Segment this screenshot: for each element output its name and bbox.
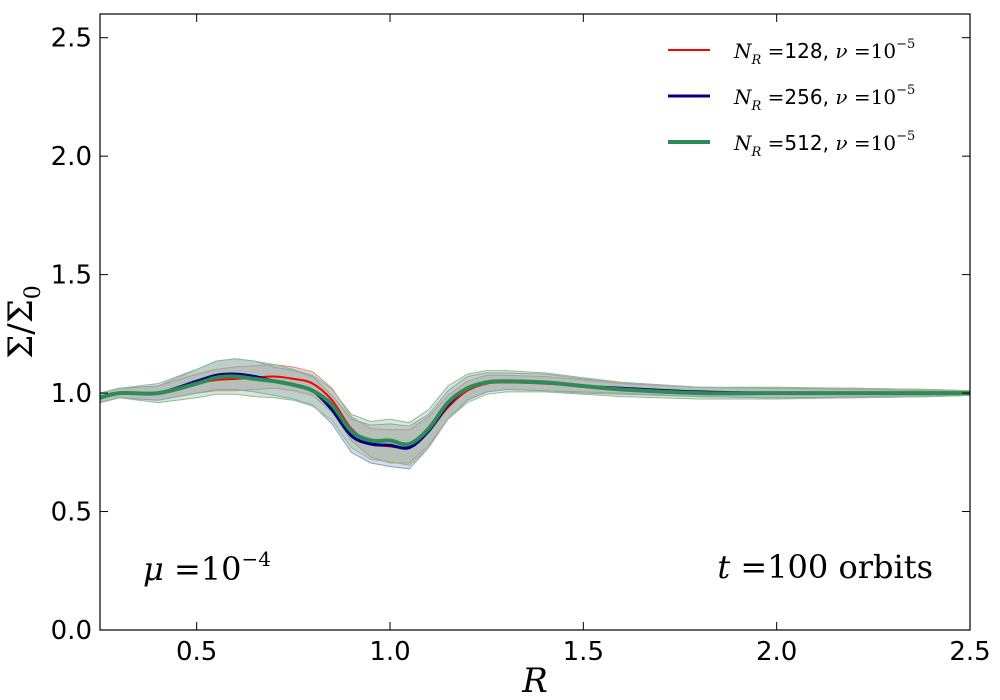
series-line-2 xyxy=(99,374,970,447)
x-tick-label-3: 2.0 xyxy=(756,637,797,667)
x-tick-label-0: 0.5 xyxy=(176,637,217,667)
x-axis-label: R xyxy=(521,661,548,700)
y-tick-label-4: 2.0 xyxy=(51,142,92,172)
series-lines xyxy=(99,372,970,450)
plot-frame xyxy=(99,13,971,631)
x-tick-label-1: 1.0 xyxy=(369,637,410,667)
y-tick-label-5: 2.5 xyxy=(51,24,92,54)
axis-ticks: 0.5 1.0 1.5 2.0 2.5 0.0 0.5 1.0 1.5 2.0 2.5 xyxy=(51,14,991,667)
y-tick-label-2: 1.0 xyxy=(51,379,92,409)
legend-label-1: NR =256, ν =10−5 xyxy=(733,83,915,114)
y-tick-label-3: 1.5 xyxy=(51,261,92,291)
x-tick-label-2: 1.5 xyxy=(563,637,604,667)
legend: NR =128, ν =10−5 NR =256, ν =10−5 NR =512,… xyxy=(668,37,915,160)
y-tick-label-1: 0.5 xyxy=(51,498,92,528)
time-annotation: t =100 orbits xyxy=(717,548,933,586)
legend-label-0: NR =128, ν =10−5 xyxy=(733,37,915,68)
legend-label-2: NR =512, ν =10−5 xyxy=(733,129,915,160)
mass-ratio-annotation: μ =10−4 xyxy=(143,547,271,588)
y-tick-label-0: 0.0 xyxy=(51,616,92,646)
x-tick-label-4: 2.5 xyxy=(949,637,990,667)
